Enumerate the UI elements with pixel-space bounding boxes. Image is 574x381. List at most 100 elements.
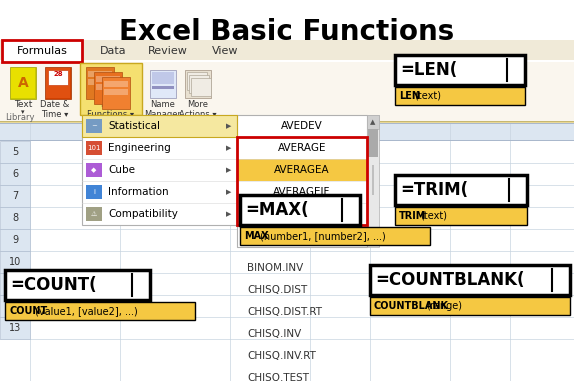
Bar <box>237 137 367 225</box>
Bar <box>0 123 574 141</box>
Text: Formulas: Formulas <box>17 46 67 56</box>
Text: Name
Manager: Name Manager <box>145 100 181 119</box>
Text: =MAX(: =MAX( <box>245 201 309 219</box>
Bar <box>0 123 574 124</box>
Bar <box>86 207 102 221</box>
Text: ▶: ▶ <box>226 145 232 151</box>
Bar <box>80 63 142 115</box>
Text: Excel Basic Functions: Excel Basic Functions <box>119 18 455 46</box>
Bar <box>240 227 430 245</box>
Bar <box>370 297 570 315</box>
Bar <box>2 40 82 62</box>
Bar <box>88 71 112 77</box>
Bar <box>237 115 367 247</box>
Text: ~: ~ <box>91 123 97 129</box>
Bar <box>240 195 360 225</box>
Text: 12: 12 <box>9 301 21 311</box>
Bar <box>187 72 207 90</box>
Text: Cube: Cube <box>108 165 135 175</box>
Bar <box>0 141 30 163</box>
Bar <box>0 40 574 381</box>
Bar <box>395 55 525 85</box>
Text: MAX: MAX <box>244 231 269 241</box>
Bar <box>96 84 120 90</box>
Text: F: F <box>370 125 375 135</box>
Text: ▶: ▶ <box>226 189 232 195</box>
Bar <box>86 141 102 155</box>
Bar <box>86 185 102 199</box>
Text: (number1, [number2], ...): (number1, [number2], ...) <box>259 231 385 241</box>
Bar <box>0 40 574 60</box>
Text: i: i <box>93 189 95 195</box>
Text: LEN: LEN <box>399 91 420 101</box>
Bar <box>96 76 120 82</box>
Text: 8: 8 <box>12 213 18 223</box>
Bar <box>46 68 70 98</box>
Bar <box>0 273 30 295</box>
Bar <box>10 67 36 99</box>
Text: ⚠: ⚠ <box>91 211 97 217</box>
Bar <box>372 165 374 195</box>
Text: CHISQ.TEST: CHISQ.TEST <box>247 373 309 381</box>
Bar <box>152 86 174 89</box>
Bar <box>395 207 527 225</box>
Text: Statistical: Statistical <box>108 121 160 131</box>
Text: (range): (range) <box>426 301 462 311</box>
Text: =LEN(: =LEN( <box>400 61 457 79</box>
Bar <box>82 115 237 137</box>
Bar <box>0 121 574 122</box>
Bar <box>367 115 379 129</box>
Bar <box>0 185 30 207</box>
Bar <box>88 79 112 85</box>
Text: Review: Review <box>148 46 188 56</box>
Text: 10: 10 <box>9 257 21 267</box>
Text: 7: 7 <box>12 191 18 201</box>
Bar <box>0 163 30 185</box>
Text: COUNTBLANK: COUNTBLANK <box>374 301 449 311</box>
Bar <box>0 207 30 229</box>
Text: CHISQ.INV.RT: CHISQ.INV.RT <box>247 351 316 361</box>
Text: COUNT: COUNT <box>9 306 47 316</box>
Bar <box>86 119 102 133</box>
Text: 5: 5 <box>12 147 18 157</box>
Text: ▶: ▶ <box>226 211 232 217</box>
Text: CHISQ.INV: CHISQ.INV <box>247 329 301 339</box>
Bar <box>94 72 122 104</box>
Bar <box>0 122 574 123</box>
Text: BETA.DIST: BETA.DIST <box>276 231 329 241</box>
Text: More
Actions ▾: More Actions ▾ <box>179 100 217 119</box>
Bar <box>189 75 209 93</box>
Text: 11: 11 <box>9 279 21 289</box>
Text: AVERAGE: AVERAGE <box>278 143 326 153</box>
Bar <box>370 265 570 295</box>
Bar <box>11 68 35 98</box>
Text: 9: 9 <box>12 235 18 245</box>
Bar <box>0 251 30 273</box>
Text: Engineering: Engineering <box>108 143 170 153</box>
Text: ▶: ▶ <box>226 167 232 173</box>
Bar <box>152 72 174 84</box>
Bar <box>367 115 379 247</box>
Text: TRIM: TRIM <box>399 211 426 221</box>
Text: Date &
Time ▾: Date & Time ▾ <box>40 100 69 119</box>
Text: ▶: ▶ <box>226 123 232 129</box>
Text: A: A <box>18 76 28 90</box>
Text: AVERAGEIFS: AVERAGEIFS <box>270 209 334 219</box>
Bar <box>0 317 30 339</box>
Bar <box>102 77 130 109</box>
Text: More
Functions ▾: More Functions ▾ <box>87 100 134 119</box>
Text: Compatibility: Compatibility <box>108 209 178 219</box>
Text: Data: Data <box>100 46 126 56</box>
Text: (value1, [value2], ...): (value1, [value2], ...) <box>35 306 138 316</box>
Text: 101: 101 <box>87 145 101 151</box>
Text: 6: 6 <box>12 169 18 179</box>
Bar <box>48 70 68 85</box>
Text: ▲: ▲ <box>370 119 376 125</box>
Text: =COUNTBLANK(: =COUNTBLANK( <box>375 271 525 289</box>
Bar <box>0 62 574 122</box>
Text: 13: 13 <box>9 323 21 333</box>
Bar <box>82 115 237 225</box>
Text: 28: 28 <box>53 71 63 77</box>
Bar <box>0 140 574 141</box>
Bar <box>0 295 30 317</box>
